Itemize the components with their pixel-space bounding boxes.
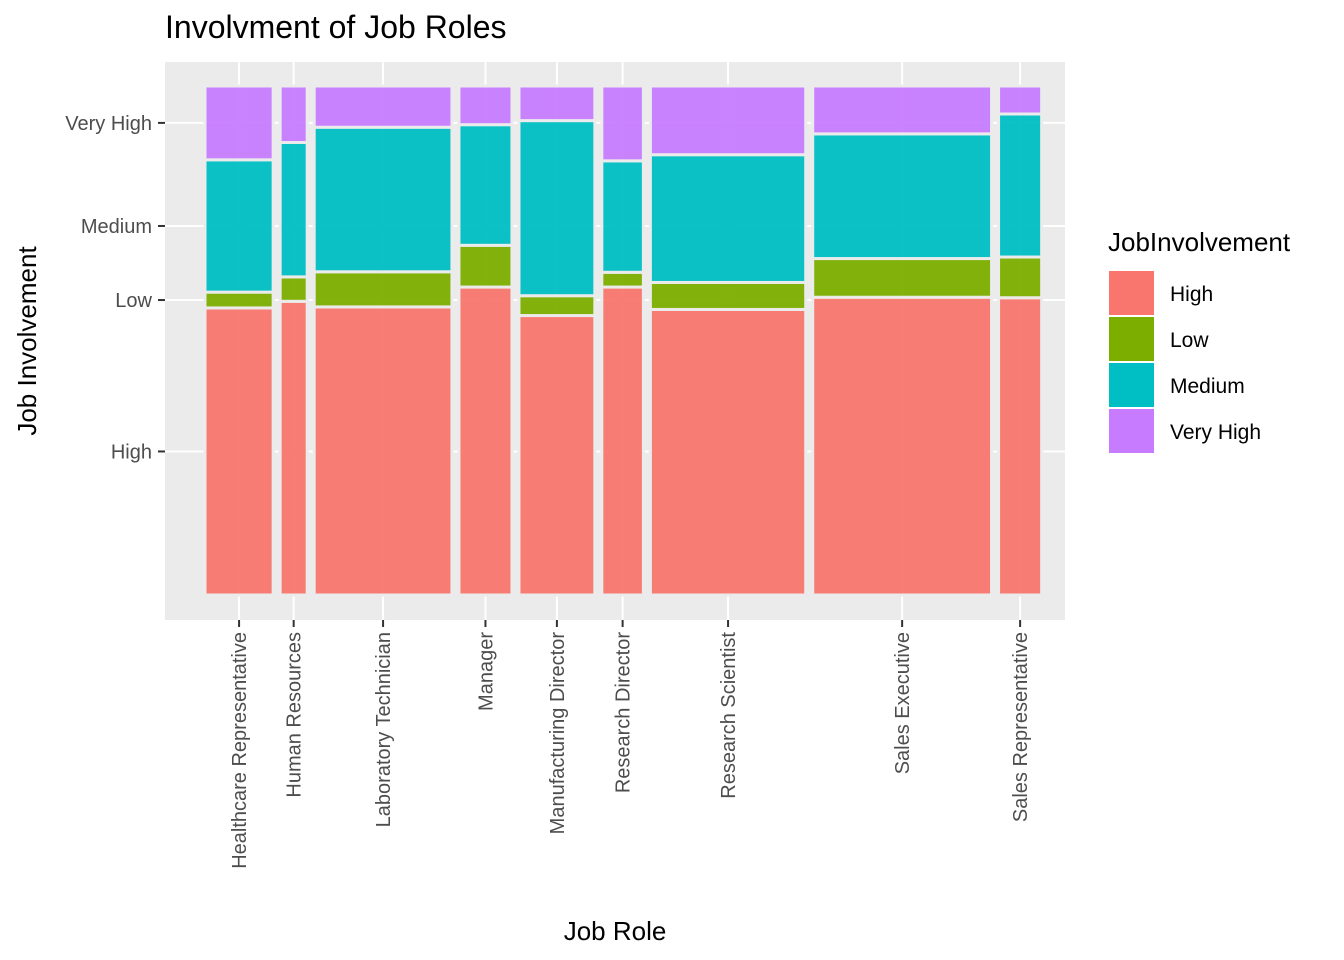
- legend-key-medium: [1107, 361, 1156, 409]
- chart-title: Involvment of Job Roles: [165, 9, 507, 45]
- legend-key-high: [1107, 269, 1156, 317]
- x-tick-label: Research Director: [613, 632, 635, 794]
- tile-healthcare-representative-high: [203, 306, 275, 597]
- y-tick-label: Medium: [81, 216, 152, 238]
- x-tick-label: Laboratory Technician: [373, 632, 395, 827]
- tile-sales-representative-medium: [997, 112, 1044, 259]
- tile-manufacturing-director-low: [517, 294, 597, 318]
- tile-manufacturing-director-medium: [517, 119, 597, 298]
- legend-label-medium: Medium: [1170, 375, 1245, 398]
- legend: JobInvolvement High Low Medium Very High: [1107, 227, 1291, 455]
- tile-sales-executive-high: [811, 295, 994, 597]
- tile-human-resources-low: [278, 275, 309, 303]
- y-tick-label: Very High: [65, 113, 152, 135]
- tile-manager-low: [457, 243, 514, 289]
- tile-sales-executive-very-high: [811, 84, 994, 136]
- legend-title: JobInvolvement: [1108, 227, 1291, 257]
- x-axis-title: Job Role: [564, 916, 667, 946]
- y-axis: High Low Medium Very High: [65, 113, 165, 463]
- tile-research-director-high: [600, 285, 645, 597]
- tile-manager-medium: [457, 123, 514, 247]
- tile-sales-executive-low: [811, 257, 994, 299]
- tile-research-scientist-low: [648, 280, 808, 311]
- tile-healthcare-representative-medium: [203, 158, 275, 294]
- tile-sales-representative-low: [997, 255, 1044, 300]
- tile-research-director-low: [600, 270, 645, 289]
- tile-laboratory-technician-medium: [312, 125, 454, 274]
- tile-sales-executive-medium: [811, 132, 994, 261]
- x-tick-label: Sales Executive: [892, 632, 914, 774]
- tile-research-scientist-medium: [648, 153, 808, 284]
- tile-laboratory-technician-very-high: [312, 84, 454, 129]
- legend-label-very-high: Very High: [1170, 421, 1261, 444]
- mosaic-tiles: [203, 84, 1044, 597]
- tile-laboratory-technician-low: [312, 270, 454, 309]
- legend-key-low: [1107, 315, 1156, 363]
- tile-human-resources-high: [278, 299, 309, 597]
- legend-key-very-high: [1107, 407, 1156, 455]
- x-axis: Healthcare Representative Human Resources…: [229, 620, 1032, 869]
- tile-manager-high: [457, 285, 514, 597]
- y-axis-title: Job Involvement: [12, 246, 42, 436]
- y-tick-label: High: [111, 441, 152, 463]
- tile-research-director-very-high: [600, 84, 645, 163]
- tile-laboratory-technician-high: [312, 305, 454, 597]
- tile-human-resources-medium: [278, 140, 309, 279]
- legend-label-high: High: [1170, 283, 1213, 306]
- x-tick-label: Manufacturing Director: [547, 632, 569, 835]
- tile-healthcare-representative-very-high: [203, 84, 275, 162]
- x-tick-label: Sales Representative: [1010, 632, 1032, 822]
- x-tick-label: Manager: [475, 632, 497, 711]
- tile-healthcare-representative-low: [203, 290, 275, 310]
- tile-manufacturing-director-very-high: [517, 84, 597, 123]
- tile-human-resources-very-high: [278, 84, 309, 144]
- x-tick-label: Healthcare Representative: [229, 632, 251, 869]
- tile-research-scientist-high: [648, 307, 808, 597]
- x-tick-label: Research Scientist: [718, 632, 740, 799]
- tile-sales-representative-very-high: [997, 84, 1044, 116]
- x-tick-label: Human Resources: [284, 632, 306, 798]
- tile-manufacturing-director-high: [517, 314, 597, 597]
- tile-research-scientist-very-high: [648, 84, 808, 157]
- legend-label-low: Low: [1170, 329, 1209, 352]
- tile-research-director-medium: [600, 159, 645, 274]
- tile-manager-very-high: [457, 84, 514, 127]
- y-tick-label: Low: [115, 290, 152, 312]
- tile-sales-representative-high: [997, 296, 1044, 597]
